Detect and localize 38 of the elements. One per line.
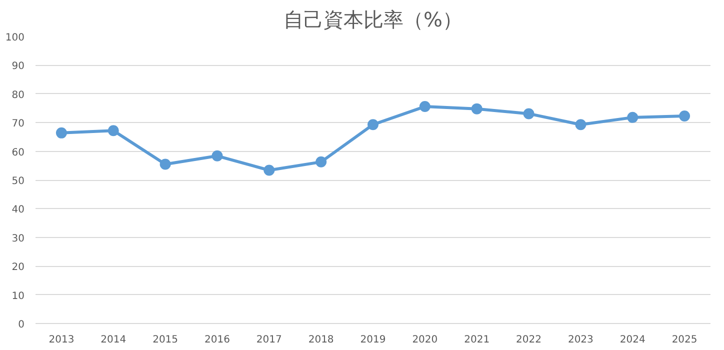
point	[679, 110, 690, 122]
y-tick-label: 20	[12, 262, 25, 274]
y-tick-label: 10	[12, 290, 25, 302]
point	[264, 164, 275, 176]
y-tick-label: 40	[12, 204, 25, 216]
point	[160, 158, 171, 170]
x-tick-label: 2023	[568, 334, 594, 346]
point	[56, 127, 67, 138]
point	[471, 103, 482, 114]
x-tick-label: 2013	[48, 334, 74, 346]
point	[368, 119, 378, 130]
x-tick-label: 2017	[256, 334, 282, 346]
chart-title: 自己資本比率（%）	[284, 8, 463, 32]
x-tick-label: 2015	[152, 334, 178, 346]
point	[627, 112, 638, 123]
x-tick-label: 2016	[204, 334, 230, 346]
point	[575, 119, 586, 130]
point	[419, 101, 430, 112]
y-tick-label: 100	[5, 32, 25, 44]
x-tick-label: 2019	[360, 334, 386, 346]
x-tick-label: 2021	[464, 334, 490, 346]
x-tick-label: 2022	[516, 334, 542, 346]
x-tick-label: 2024	[620, 334, 646, 346]
y-tick-label: 50	[12, 176, 25, 187]
point	[316, 156, 327, 168]
x-tick-label: 2025	[672, 334, 698, 346]
y-tick-label: 90	[12, 61, 25, 72]
x-tick-label: 2020	[412, 334, 438, 346]
y-tick-label: 70	[12, 118, 25, 130]
point	[212, 150, 223, 162]
y-tick-label: 30	[12, 233, 25, 244]
y-tick-label: 80	[12, 90, 25, 101]
y-tick-label: 60	[12, 147, 25, 158]
point	[108, 125, 119, 136]
x-tick-label: 2014	[100, 334, 126, 346]
y-tick-label: 0	[18, 320, 25, 330]
x-tick-label: 2018	[308, 334, 334, 346]
point	[523, 108, 534, 120]
